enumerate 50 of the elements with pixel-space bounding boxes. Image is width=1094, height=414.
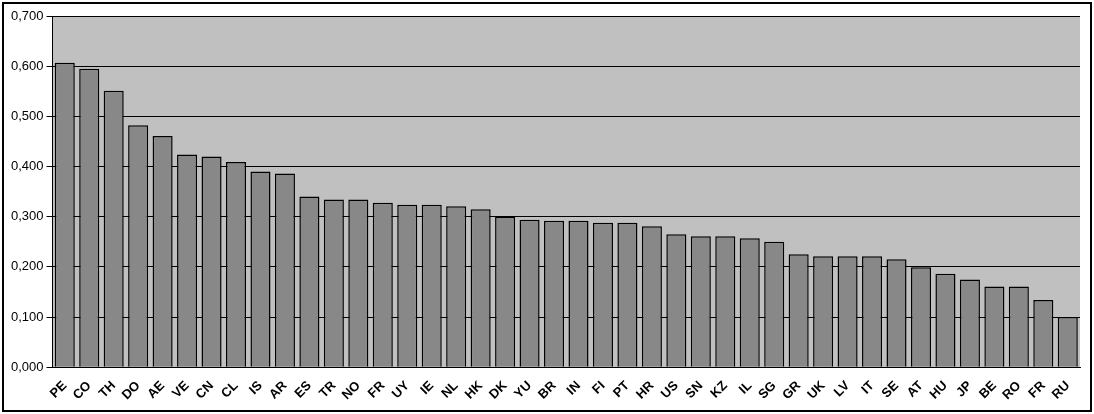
x-tick-label: AE bbox=[143, 377, 168, 402]
x-tick-label: IT bbox=[857, 377, 877, 397]
x-tick-label: LV bbox=[830, 377, 853, 400]
y-tick-label: 0,600 bbox=[10, 57, 44, 73]
x-tick-label: NL bbox=[437, 377, 461, 401]
x-tick-label: SN bbox=[682, 377, 706, 402]
x-tick-label: PE bbox=[46, 377, 70, 401]
x-tick-label: SE bbox=[878, 377, 902, 401]
x-tick-label: GR bbox=[778, 377, 804, 403]
x-tick-label: BE bbox=[975, 377, 1000, 402]
y-tick-label: 0,500 bbox=[10, 107, 44, 123]
y-tick-label: 0,700 bbox=[10, 7, 44, 23]
x-tick-label: FI bbox=[588, 377, 608, 397]
x-tick-label: RU bbox=[1048, 377, 1073, 402]
x-tick-label: NO bbox=[338, 377, 363, 403]
x-tick-label: IN bbox=[563, 377, 584, 398]
x-tick-label: CO bbox=[69, 377, 94, 403]
y-tick-label: 0,200 bbox=[10, 258, 44, 274]
x-tick-label: HR bbox=[632, 377, 657, 402]
x-tick-label: UK bbox=[803, 377, 829, 402]
x-tick-label: DK bbox=[485, 377, 511, 402]
y-tick-label: 0,100 bbox=[10, 308, 44, 324]
x-tick-label: CL bbox=[217, 377, 241, 401]
x-tick-label: HK bbox=[461, 377, 486, 402]
x-tick-label: TR bbox=[315, 377, 339, 401]
x-tick-label: SG bbox=[754, 377, 779, 402]
x-tick-label: FR bbox=[364, 377, 388, 401]
x-tick-label: IE bbox=[417, 377, 437, 398]
x-tick-label: KZ bbox=[707, 377, 730, 401]
x-tick-label: TH bbox=[95, 377, 119, 401]
y-tick-label: 0,400 bbox=[10, 158, 44, 174]
x-tick-label: CN bbox=[192, 377, 217, 402]
x-tick-label: RO bbox=[999, 377, 1024, 403]
x-tick-label: HU bbox=[926, 377, 951, 402]
x-tick-label: IL bbox=[735, 377, 755, 397]
y-tick-label: 0,300 bbox=[10, 208, 44, 224]
x-tick-label: AT bbox=[903, 377, 926, 400]
x-tick-label: BR bbox=[534, 377, 560, 402]
x-tick-label: VE bbox=[168, 377, 192, 401]
x-tick-label: PT bbox=[609, 377, 633, 401]
y-tick-label: 0,000 bbox=[10, 358, 44, 374]
x-tick-label: AR bbox=[265, 377, 291, 402]
x-tick-label: YU bbox=[510, 377, 535, 402]
x-tick-label: US bbox=[657, 377, 682, 402]
x-tick-label: IS bbox=[245, 377, 266, 398]
x-tick-label: UY bbox=[388, 377, 413, 402]
x-tick-label: DO bbox=[118, 377, 143, 403]
x-tick-label: ES bbox=[291, 377, 315, 401]
x-tick-label: JP bbox=[952, 377, 975, 400]
x-tick-label: FR bbox=[1025, 377, 1049, 401]
